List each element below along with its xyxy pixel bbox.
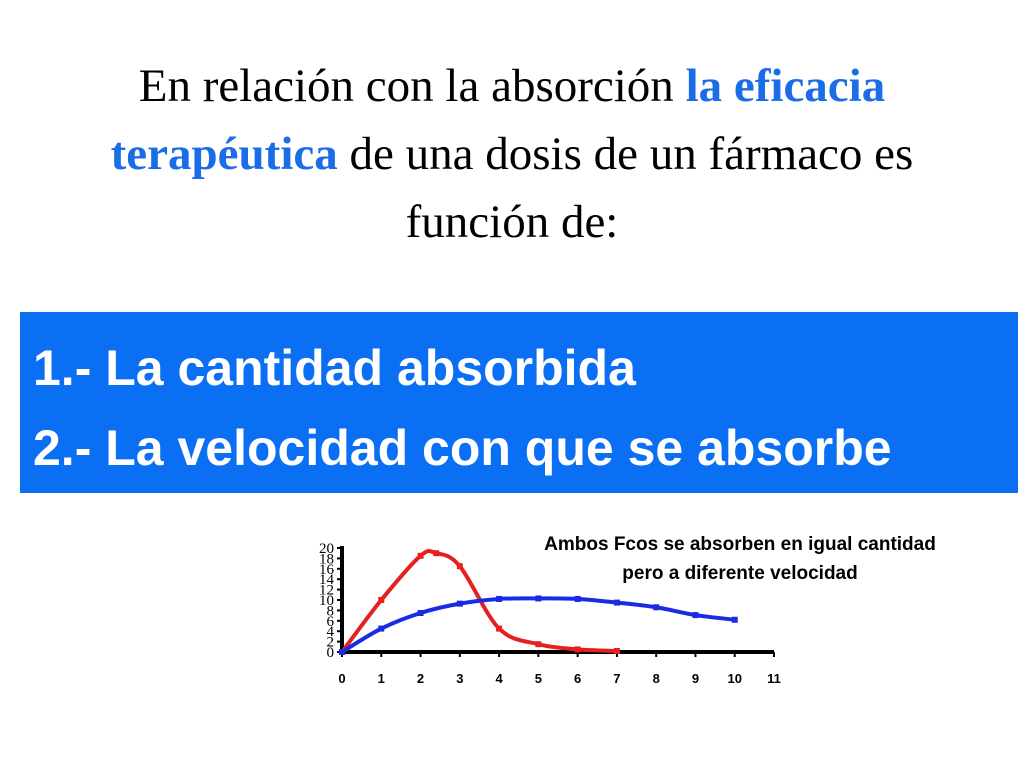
y-tick-label: 2 [327, 635, 335, 651]
heading-text-3: función de: [405, 196, 619, 248]
heading-highlight-2: terapéutica [110, 128, 338, 180]
series-1-point [417, 552, 424, 559]
series-1-point [378, 597, 385, 603]
series-1-point [433, 550, 440, 557]
y-tick-label: 8 [327, 603, 335, 619]
x-tick-label: 7 [613, 671, 620, 686]
y-tick-label: 20 [319, 541, 334, 557]
x-tick-label: 11 [767, 671, 781, 686]
y-tick-label: 18 [319, 551, 334, 567]
y-tick-label: 14 [319, 572, 335, 588]
series-1-point [496, 625, 503, 632]
series-2-point [692, 612, 699, 619]
series-1-point [456, 563, 463, 570]
series-2-point [574, 595, 581, 602]
chart-caption-line-1: Ambos Fcos se absorben en igual cantidad [544, 534, 936, 555]
answer-item-2: 2.- La velocidad con que se absorbe [33, 420, 892, 476]
x-tick-label: 0 [338, 671, 345, 686]
x-tick-label: 3 [456, 671, 463, 686]
series-1-point [574, 646, 581, 653]
series-2-point [456, 600, 463, 607]
series-2-point [731, 616, 738, 623]
series-2-point [378, 625, 385, 632]
y-tick-label: 4 [327, 624, 335, 640]
x-tick-label: 6 [574, 671, 581, 686]
series-2-point [535, 595, 542, 602]
x-tick-label: 5 [535, 671, 542, 686]
answer-item-1: 1.- La cantidad absorbida [33, 340, 636, 396]
heading-highlight-1: la eficacia [685, 60, 886, 112]
series-2-point [496, 595, 503, 602]
slide-heading: En relación con la absorción la eficacia… [30, 52, 994, 256]
y-tick-label: 0 [327, 645, 335, 661]
x-tick-label: 2 [417, 671, 424, 686]
x-tick-label: 1 [378, 671, 385, 686]
series-2-point [613, 599, 620, 606]
heading-text-1: En relación con la absorción [138, 60, 686, 112]
x-tick-label: 4 [495, 671, 503, 686]
x-tick-label: 9 [692, 671, 699, 686]
series-1-point [613, 647, 620, 654]
x-tick-label: 8 [653, 671, 660, 686]
y-tick-label: 10 [319, 593, 334, 609]
y-tick-label: 16 [319, 562, 335, 578]
series-2-point [653, 604, 660, 611]
heading-text-2: de una dosis de un fármaco es [337, 128, 914, 180]
series-1-point [535, 641, 542, 648]
chart-caption-line-2: pero a diferente velocidad [622, 563, 858, 584]
series-2-point [417, 610, 424, 616]
y-tick-label: 12 [319, 583, 334, 599]
x-tick-label: 10 [727, 671, 741, 686]
absorption-chart: 0 2 4 6 8 10 12 14 16 18 20 0 1 2 3 4 5 6 7 8 9 10 11 [296, 528, 1016, 693]
chart-caption: Ambos Fcos se absorben en igual cantidad… [462, 530, 1018, 588]
answer-box: 1.- La cantidad absorbida 2.- La velocid… [20, 312, 1018, 493]
series-2-point [339, 649, 345, 655]
y-tick-label: 6 [327, 614, 335, 630]
